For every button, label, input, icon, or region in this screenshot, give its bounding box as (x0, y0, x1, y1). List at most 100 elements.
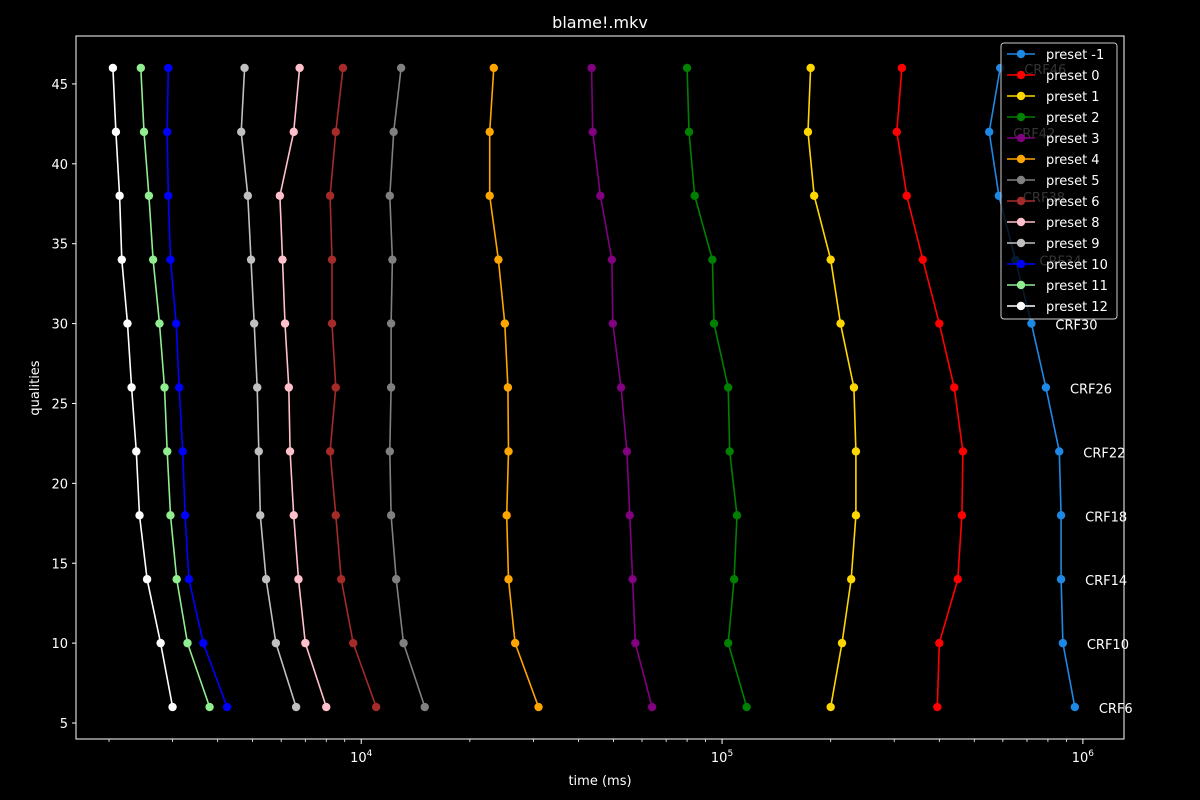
data-point (144, 191, 154, 200)
data-point (322, 702, 331, 712)
data-point (301, 638, 310, 648)
legend-marker (1016, 175, 1026, 185)
data-point (950, 383, 959, 392)
data-point (682, 63, 692, 73)
data-point (284, 383, 294, 392)
data-point (294, 575, 303, 584)
data-point (180, 511, 190, 520)
y-tick-label: 35 (51, 238, 68, 253)
data-point (725, 447, 734, 456)
legend-label: preset -1 (1046, 48, 1104, 63)
legend-item: preset 9 (1007, 237, 1100, 252)
data-point (254, 447, 263, 456)
data-point (295, 63, 304, 73)
data-point (933, 702, 942, 712)
legend-marker (1016, 259, 1026, 269)
legend-label: preset 3 (1046, 132, 1100, 147)
legend-marker (1016, 70, 1026, 80)
data-point (132, 447, 141, 456)
data-point (803, 127, 813, 137)
legend-marker (1016, 112, 1026, 122)
legend-marker (1016, 49, 1026, 59)
data-point (510, 638, 520, 648)
data-point (127, 383, 136, 392)
legend-marker (1016, 301, 1026, 311)
legend-item: preset 10 (1007, 258, 1108, 273)
axes-layer: 5 10 15 20 25 30 35 40 45 104 105 106 (51, 78, 1094, 766)
data-point (690, 191, 699, 200)
legend-item: preset 3 (1007, 132, 1100, 147)
data-point (280, 319, 290, 328)
legend-label: preset 6 (1046, 195, 1100, 210)
legend-item: preset 12 (1007, 300, 1108, 315)
data-point (115, 191, 124, 200)
data-point (256, 511, 265, 520)
data-point (386, 383, 396, 392)
data-point (172, 575, 181, 584)
data-point (163, 127, 172, 137)
legend-label: preset 5 (1046, 174, 1100, 189)
data-point (175, 383, 184, 392)
point-label: CRF10 (1087, 638, 1129, 653)
series-10 (163, 63, 232, 712)
data-point (285, 447, 295, 456)
data-point (608, 319, 618, 328)
data-point (851, 511, 861, 520)
data-point (647, 702, 657, 712)
data-point (348, 638, 358, 648)
data-point (275, 191, 285, 200)
point-label: CRF30 (1055, 319, 1097, 334)
data-point (1055, 447, 1064, 456)
data-point (729, 575, 739, 584)
data-point (139, 127, 149, 137)
x-tick-label: 105 (711, 749, 733, 766)
legend-label: preset 12 (1046, 300, 1108, 315)
data-point (420, 702, 429, 712)
legend-label: preset 8 (1046, 216, 1100, 231)
legend-item: preset 2 (1007, 111, 1100, 126)
data-point (205, 702, 214, 712)
data-point (136, 63, 146, 73)
legend-box (1000, 42, 1118, 320)
data-point (957, 511, 967, 520)
y-tick-label: 30 (51, 318, 68, 333)
series-3 (682, 63, 751, 712)
series-8 (275, 63, 331, 712)
data-point (616, 383, 626, 392)
legend-item: preset 11 (1007, 279, 1108, 294)
data-point (902, 191, 911, 200)
legend: preset -1 preset 0 preset 1 preset 2 preset … (1000, 42, 1118, 320)
data-point (849, 383, 859, 392)
data-point (142, 575, 152, 584)
data-point (166, 255, 175, 264)
data-point (246, 255, 256, 264)
data-point (163, 447, 172, 456)
data-point (709, 319, 719, 328)
series-6 (385, 63, 429, 712)
legend-marker (1016, 91, 1026, 101)
data-point (708, 255, 717, 264)
series-7 (325, 63, 381, 712)
data-point (1041, 383, 1051, 392)
legend-label: preset 10 (1046, 258, 1108, 273)
data-point (171, 319, 181, 328)
data-point (156, 638, 165, 648)
data-point (278, 255, 287, 264)
data-point (385, 447, 395, 456)
data-point (148, 255, 158, 264)
data-point (847, 575, 856, 584)
legend-item: preset -1 (1007, 48, 1104, 63)
chart-title: blame!.mkv (552, 13, 648, 32)
data-point (391, 575, 401, 584)
data-point (385, 191, 395, 200)
data-point (155, 319, 164, 328)
data-point (724, 383, 733, 392)
data-point (331, 127, 340, 137)
data-point (166, 511, 175, 520)
data-point (489, 63, 498, 73)
data-point (1058, 638, 1068, 648)
data-point (396, 63, 406, 73)
series-9 (237, 63, 301, 712)
legend-marker (1016, 238, 1026, 248)
